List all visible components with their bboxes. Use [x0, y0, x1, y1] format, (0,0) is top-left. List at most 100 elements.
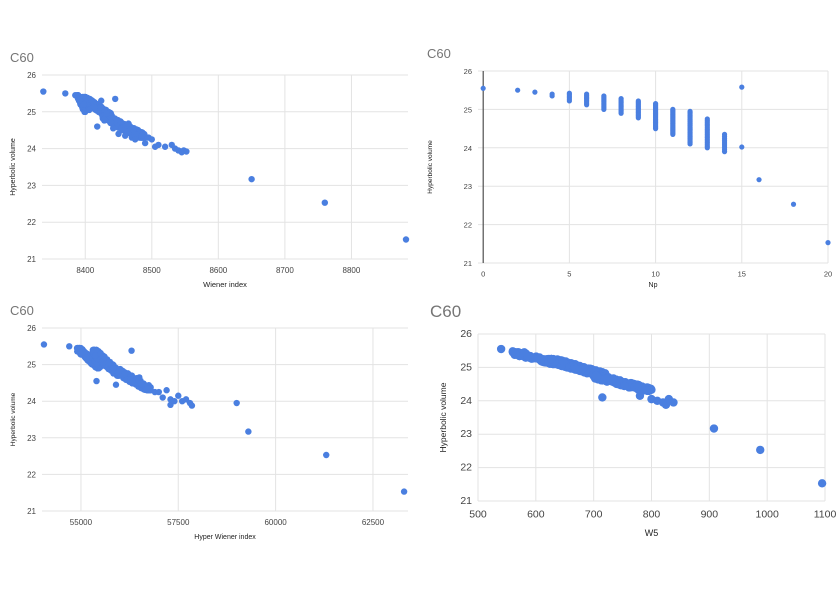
data-point [110, 365, 117, 372]
data-point [167, 401, 174, 409]
data-point [93, 377, 100, 385]
chart-hyper-wiener-index: C60 21 22 23 24 25 26 55000 57500 60000 62500 Hype… [0, 298, 420, 548]
y-tick-label: 25 [460, 361, 472, 373]
data-point [578, 364, 587, 374]
data-point [40, 341, 48, 348]
data-point [652, 101, 659, 107]
y-tick-label: 21 [464, 259, 472, 268]
y-tick-label: 22 [27, 218, 36, 227]
x-tick-label: 700 [585, 509, 603, 521]
data-point [188, 402, 196, 409]
data-point [508, 347, 517, 356]
data-point [112, 381, 120, 388]
data-point [549, 93, 555, 99]
data-point [155, 141, 162, 149]
data-point [98, 97, 105, 104]
data-point [129, 378, 136, 385]
data-point [323, 451, 330, 459]
data-point [143, 385, 151, 392]
data-point [704, 116, 710, 122]
data-point [825, 240, 831, 246]
data-point [121, 371, 128, 378]
chart-title: C60 [427, 46, 451, 61]
y-tick-label: 26 [27, 324, 36, 333]
data-point [97, 103, 104, 111]
data-point [687, 108, 693, 114]
data-point [159, 394, 166, 401]
x-tick-label: 800 [643, 509, 661, 521]
data-point [496, 344, 506, 354]
data-point [40, 88, 47, 95]
data-point [100, 115, 108, 123]
x-axis-label: W5 [645, 528, 659, 538]
data-point [400, 488, 408, 495]
data-point [121, 132, 129, 139]
data-point [94, 123, 101, 130]
y-tick-label: 24 [460, 395, 472, 407]
data-point [591, 371, 601, 380]
data-point [86, 106, 93, 114]
y-tick-label: 22 [27, 470, 36, 479]
x-axis-label: Np [649, 282, 658, 289]
data-point [515, 87, 521, 93]
data-point [128, 347, 135, 354]
x-tick-label: 62500 [362, 518, 385, 527]
data-point [790, 201, 797, 207]
data-point [101, 353, 108, 360]
data-point [709, 424, 719, 433]
data-point [161, 143, 169, 150]
y-axis-label: Hyperbolic volume [427, 140, 434, 194]
y-tick-label: 23 [27, 434, 36, 443]
data-point [91, 104, 98, 111]
data-point [245, 428, 252, 435]
chart-title: C60 [430, 302, 462, 321]
x-axis-label: Wiener index [203, 280, 247, 289]
y-tick-label: 24 [464, 144, 472, 153]
data-point [566, 90, 572, 96]
y-axis-label: Hyperbolic volume [438, 382, 448, 452]
data-point [233, 399, 240, 407]
y-tick-label: 22 [460, 462, 472, 474]
x-tick-label: 10 [651, 270, 659, 279]
data-point [756, 177, 762, 183]
data-point [601, 93, 607, 99]
chart-title: C60 [10, 50, 34, 65]
data-point [148, 136, 155, 143]
data-point [618, 96, 624, 102]
data-point [125, 120, 132, 127]
chart-svg: 21 22 23 24 25 26 8400 8500 8600 8700 8800 Wiener i… [10, 71, 410, 289]
chart-svg: 21 22 23 24 25 26 0 5 10 15 20 Np Hyperbolic volume [427, 67, 832, 289]
chart-w5: C60 21 22 23 24 25 26 500 600 700 800 900 1000 1100 W… [420, 298, 839, 548]
x-tick-label: 0 [481, 270, 485, 279]
x-tick-label: 500 [469, 509, 487, 521]
y-tick-label: 25 [27, 108, 36, 117]
data-point [62, 90, 69, 97]
data-point [584, 91, 590, 97]
data-point [83, 94, 90, 102]
data-point [112, 95, 119, 103]
x-tick-label: 20 [824, 270, 832, 279]
data-point [670, 106, 676, 112]
x-tick-label: 57500 [167, 518, 190, 527]
data-point [739, 84, 745, 90]
data-point [72, 92, 79, 99]
y-tick-label: 22 [464, 221, 472, 230]
data-point [76, 96, 84, 104]
data-point [136, 374, 143, 381]
y-tick-label: 21 [460, 495, 472, 507]
y-tick-label: 26 [460, 328, 472, 340]
data-point [321, 199, 329, 206]
data-point [558, 356, 567, 365]
data-point [598, 393, 607, 402]
data-point [88, 97, 96, 104]
x-axis-label: Hyper Wiener index [194, 534, 256, 541]
data-point [571, 364, 580, 374]
data-point [620, 381, 629, 391]
data-point [118, 127, 126, 134]
data-point [66, 343, 73, 350]
data-point [105, 359, 112, 367]
x-tick-label: 8400 [76, 266, 94, 275]
data-point [117, 118, 124, 125]
y-tick-label: 26 [464, 67, 472, 76]
data-point [532, 89, 538, 95]
